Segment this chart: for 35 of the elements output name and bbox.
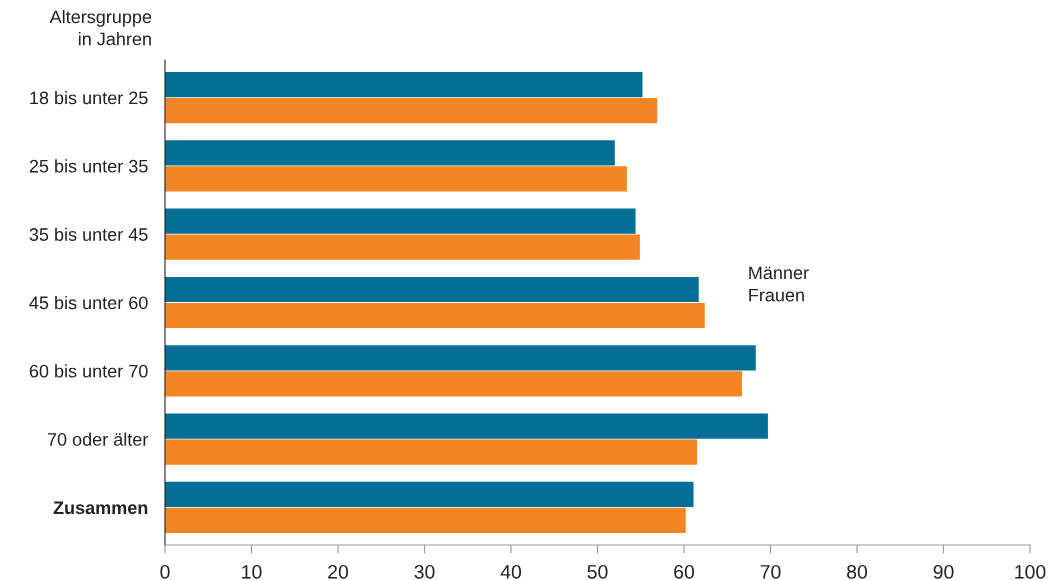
bar xyxy=(165,72,643,98)
x-tick-label: 80 xyxy=(847,564,868,579)
y-tick-label: 60 bis unter 70 xyxy=(29,364,148,378)
y-axis-title: Altersgruppe in Jahren xyxy=(49,10,152,46)
bar xyxy=(165,481,694,508)
y-tick-label: 35 bis unter 45 xyxy=(29,227,148,241)
text: Frauen xyxy=(749,288,804,302)
x-tick-label: 90 xyxy=(933,564,954,579)
y-tick-label: 18 bis unter 25 xyxy=(30,91,148,105)
x-tick-label: 40 xyxy=(500,564,522,579)
x-tick-label: 50 xyxy=(587,564,608,579)
x-tick-label: 20 xyxy=(328,564,349,579)
bar xyxy=(165,507,686,533)
text: Männer xyxy=(749,266,809,280)
bar xyxy=(165,439,697,465)
x-tick-label: 0 xyxy=(160,564,170,579)
bar xyxy=(165,345,756,371)
y-tick-label: 25 bis unter 35 xyxy=(29,159,148,173)
bar xyxy=(165,371,742,397)
x-tick-label: 100 xyxy=(1015,564,1046,579)
y-tick-label: 45 bis unter 60 xyxy=(29,295,148,310)
bar xyxy=(165,208,636,234)
x-tick-label: 30 xyxy=(414,564,435,579)
bar xyxy=(165,413,768,439)
x-tick-label: 60 xyxy=(674,564,695,579)
bar xyxy=(165,97,658,124)
x-tick-label: 70 xyxy=(760,564,781,579)
bar xyxy=(165,234,640,260)
x-tick-label: 10 xyxy=(242,564,262,579)
y-tick-label: Zusammen xyxy=(53,501,148,515)
bar xyxy=(165,140,615,166)
bar xyxy=(165,276,699,303)
y-tick-label: 70 oder älter xyxy=(47,432,149,446)
bar xyxy=(165,166,627,192)
bar xyxy=(165,302,705,329)
